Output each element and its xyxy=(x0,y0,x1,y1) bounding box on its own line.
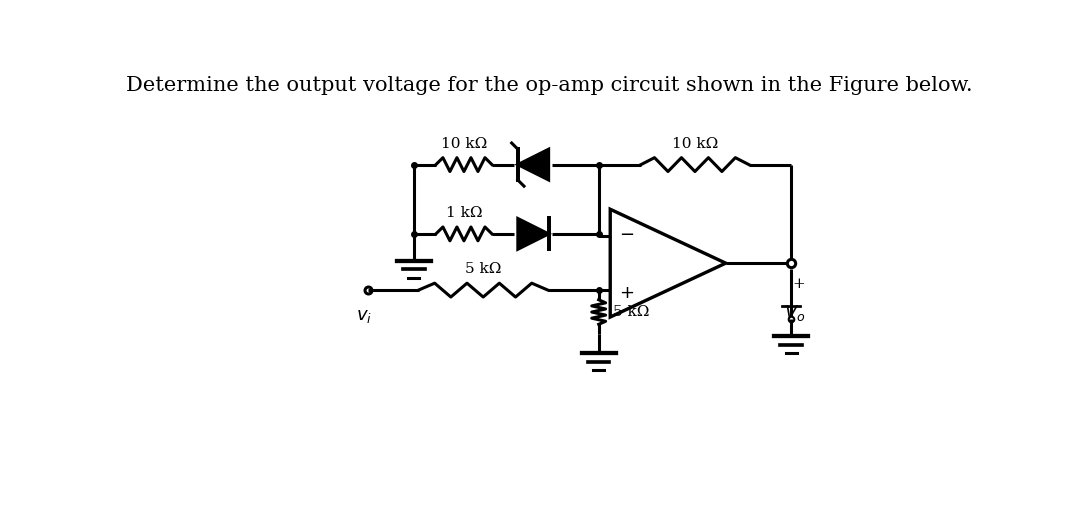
Text: 10 kΩ: 10 kΩ xyxy=(672,136,718,151)
Text: 5 kΩ: 5 kΩ xyxy=(612,305,649,319)
Text: $v_i$: $v_i$ xyxy=(356,307,372,325)
Polygon shape xyxy=(518,149,549,180)
Text: 5 kΩ: 5 kΩ xyxy=(465,262,502,276)
Text: Determine the output voltage for the op-amp circuit shown in the Figure below.: Determine the output voltage for the op-… xyxy=(126,76,972,95)
Text: $+$: $+$ xyxy=(620,284,635,302)
Text: 1 kΩ: 1 kΩ xyxy=(446,206,482,220)
Text: $V_o$: $V_o$ xyxy=(785,303,806,323)
Polygon shape xyxy=(518,218,549,249)
Text: 10 kΩ: 10 kΩ xyxy=(441,136,487,151)
Text: +: + xyxy=(792,277,805,291)
Text: $-$: $-$ xyxy=(620,224,635,242)
